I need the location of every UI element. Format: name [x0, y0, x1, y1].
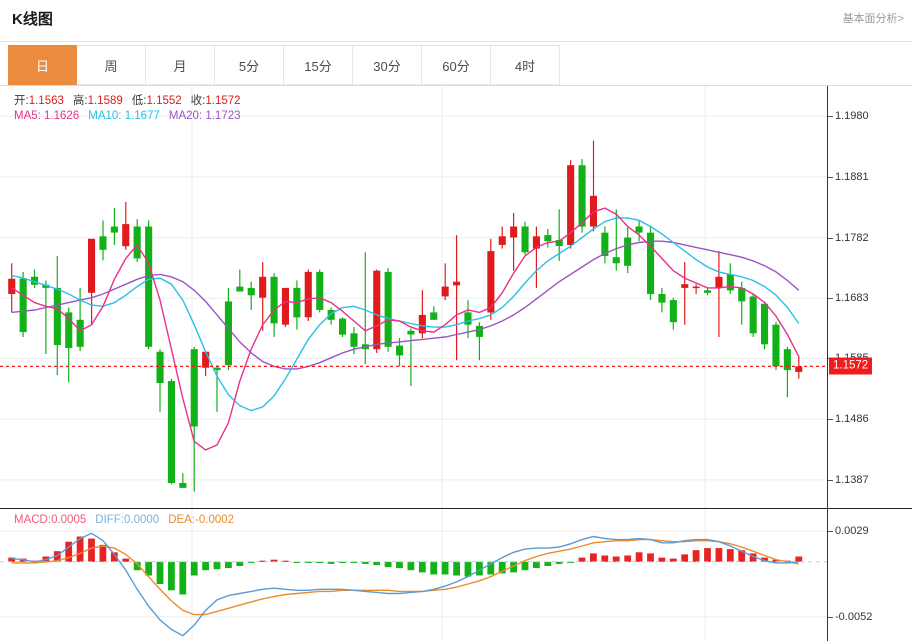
- dea-value: -0.0002: [195, 514, 235, 526]
- price-y-axis: 1.19801.18811.17821.16831.15851.14861.13…: [827, 86, 912, 508]
- tab-label: 月: [173, 58, 187, 74]
- ma20-value: 1.1723: [205, 110, 241, 122]
- ma20-label: MA20:: [168, 110, 203, 122]
- ma10-label: MA10:: [88, 110, 122, 122]
- dea-label: DEA:: [168, 514, 196, 526]
- axis-tick: [828, 531, 833, 533]
- period-tab-bar: 日 周 月 5分 15分 30分 60分 4时: [8, 45, 560, 85]
- tab-label: 60分: [442, 58, 470, 74]
- ma5-value: 1.1626: [44, 110, 80, 122]
- tab-label: 日: [35, 58, 49, 74]
- price-panel: 1.19801.18811.17821.16831.15851.14861.13…: [0, 85, 912, 509]
- tab-label: 周: [104, 58, 118, 74]
- price-axis-label: 1.1980: [835, 110, 869, 123]
- axis-tick: [828, 176, 833, 178]
- macd-label: MACD:: [14, 514, 52, 526]
- macd-y-axis: 0.0029 -0.0052: [827, 509, 912, 641]
- tab-label: 5分: [238, 58, 260, 74]
- high-value: 1.1589: [87, 95, 123, 107]
- diff-label: DIFF:: [95, 514, 124, 526]
- close-label: 收:: [190, 95, 206, 107]
- tab-7[interactable]: 4时: [491, 45, 560, 85]
- price-axis-label: 1.1486: [835, 413, 869, 426]
- macd-panel: 0.0029 -0.0052 MACD:0.0005 DIFF:0.0000 DEA:…: [0, 509, 912, 641]
- macd-plot[interactable]: [0, 509, 827, 641]
- axis-tick: [828, 116, 833, 118]
- page-title: K线图: [12, 11, 53, 28]
- tab-label: 30分: [373, 58, 401, 74]
- axis-tick: [828, 616, 833, 618]
- open-value: 1.1563: [28, 95, 64, 107]
- ma-info: MA5: 1.1626 MA10: 1.1677 MA20: 1.1723: [14, 110, 241, 122]
- macd-axis-label: -0.0052: [835, 610, 873, 623]
- tab-3[interactable]: 5分: [215, 45, 284, 85]
- open-label: 开:: [14, 95, 29, 107]
- axis-tick: [828, 419, 833, 421]
- ma5-label: MA5:: [14, 110, 41, 122]
- diff-value: 0.0000: [124, 514, 160, 526]
- price-axis-label: 1.1881: [835, 170, 869, 183]
- tab-label: 15分: [304, 58, 332, 74]
- ma10-value: 1.1677: [124, 110, 160, 122]
- high-label: 高:: [72, 95, 88, 107]
- low-value: 1.1552: [146, 95, 182, 107]
- close-value: 1.1572: [205, 95, 241, 107]
- price-axis-label: 1.1683: [835, 292, 869, 305]
- low-label: 低:: [131, 95, 147, 107]
- page-header: K线图 基本面分析>: [0, 0, 912, 42]
- axis-tick: [828, 298, 833, 300]
- tab-2[interactable]: 月: [146, 45, 215, 85]
- macd-info: MACD:0.0005 DIFF:0.0000 DEA:-0.0002: [14, 514, 234, 526]
- tab-1[interactable]: 周: [77, 45, 146, 85]
- tab-0[interactable]: 日: [8, 45, 77, 85]
- price-axis-label: 1.1387: [835, 473, 869, 486]
- fundamental-analysis-link[interactable]: 基本面分析>: [842, 13, 904, 25]
- macd-value: 0.0005: [51, 514, 87, 526]
- ohlc-info: 开:1.1563 高:1.1589 低:1.1552 收:1.1572: [14, 92, 241, 108]
- price-axis-label: 1.1782: [835, 231, 869, 244]
- axis-tick: [828, 237, 833, 239]
- macd-axis-label: 0.0029: [835, 525, 869, 538]
- tab-6[interactable]: 60分: [422, 45, 491, 85]
- tab-4[interactable]: 15分: [284, 45, 353, 85]
- chart-area: 1.19801.18811.17821.16831.15851.14861.13…: [0, 85, 912, 641]
- current-price-badge: 1.1572: [829, 357, 873, 375]
- price-plot[interactable]: [0, 86, 827, 508]
- tab-5[interactable]: 30分: [353, 45, 422, 85]
- axis-tick: [828, 479, 833, 481]
- tab-label: 4时: [514, 58, 536, 74]
